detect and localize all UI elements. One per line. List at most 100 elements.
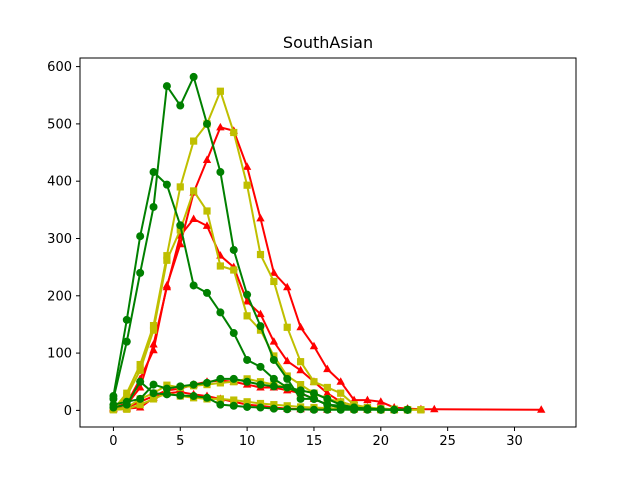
data-point-circle	[350, 405, 359, 414]
data-point-square	[323, 383, 331, 392]
y-tick-label: 500	[47, 117, 72, 132]
y-tick-label: 300	[47, 232, 72, 247]
data-point-square	[136, 401, 144, 409]
data-point-triangle	[269, 268, 279, 276]
data-point-triangle	[430, 404, 439, 413]
data-point-triangle	[283, 356, 292, 365]
data-point-circle	[149, 168, 158, 177]
data-point-square	[243, 312, 251, 320]
data-point-circle	[243, 355, 252, 364]
data-point-circle	[162, 82, 171, 91]
data-point-square	[270, 401, 278, 409]
data-point-circle	[256, 362, 265, 371]
data-point-circle	[176, 391, 185, 400]
data-point-triangle	[256, 309, 265, 318]
data-point-circle	[162, 390, 171, 399]
x-tick-label: 0	[109, 434, 117, 449]
data-point-square	[283, 323, 291, 331]
data-point-square	[310, 378, 318, 386]
data-point-square	[230, 396, 238, 404]
y-tick-label: 100	[47, 347, 72, 362]
data-point-triangle	[376, 397, 386, 405]
y-tick-label: 200	[47, 289, 72, 304]
data-point-square	[230, 266, 238, 274]
data-point-circle	[390, 405, 399, 414]
data-point-square	[216, 87, 224, 95]
data-point-triangle	[149, 339, 158, 348]
data-point-square	[149, 395, 158, 403]
data-point-circle	[109, 394, 118, 403]
data-point-triangle	[202, 221, 212, 229]
x-tick-label: 30	[506, 434, 523, 449]
data-point-circle	[243, 290, 252, 299]
data-point-circle	[403, 405, 412, 414]
data-point-circle	[283, 374, 292, 383]
data-point-circle	[189, 380, 198, 389]
data-point-circle	[336, 405, 345, 414]
data-point-circle	[149, 380, 158, 389]
data-point-circle	[203, 378, 212, 387]
data-point-triangle	[216, 122, 225, 131]
data-point-circle	[203, 119, 212, 128]
data-point-circle	[176, 221, 185, 230]
data-point-circle	[176, 382, 185, 391]
data-point-square	[176, 183, 184, 191]
data-point-square	[190, 187, 198, 195]
data-point-circle	[243, 402, 252, 411]
data-point-circle	[136, 268, 145, 277]
data-point-circle	[269, 355, 278, 364]
data-point-circle	[176, 101, 185, 110]
data-point-circle	[296, 386, 305, 395]
data-point-circle	[162, 384, 171, 393]
data-point-circle	[136, 377, 145, 386]
data-point-circle	[203, 288, 212, 297]
data-point-square	[163, 252, 171, 260]
data-point-square	[216, 395, 224, 403]
data-point-circle	[269, 374, 278, 383]
data-point-triangle	[256, 213, 265, 222]
x-tick-label: 20	[373, 434, 390, 449]
data-point-square	[256, 399, 265, 408]
data-point-circle	[216, 308, 225, 317]
series-group	[109, 72, 546, 414]
data-point-triangle	[363, 395, 372, 404]
data-point-square	[243, 181, 251, 189]
data-point-triangle	[135, 382, 145, 391]
y-tick-label: 0	[64, 404, 72, 419]
data-point-circle	[122, 315, 131, 324]
data-point-square	[123, 392, 131, 400]
data-point-square	[256, 326, 265, 334]
data-point-square	[337, 389, 345, 397]
data-point-triangle	[309, 341, 319, 350]
data-point-circle	[309, 394, 318, 403]
data-point-circle	[229, 374, 238, 383]
y-tick-label: 600	[47, 60, 72, 75]
data-point-circle	[323, 405, 332, 414]
data-point-circle	[149, 389, 158, 398]
data-point-triangle	[162, 282, 172, 291]
data-point-triangle	[336, 377, 345, 385]
data-point-square	[136, 360, 144, 369]
data-point-triangle	[296, 365, 305, 374]
data-point-triangle	[296, 322, 305, 331]
data-point-square	[270, 352, 278, 360]
data-point-circle	[283, 405, 292, 414]
data-point-square	[256, 250, 265, 259]
data-point-triangle	[283, 282, 292, 291]
data-point-circle	[189, 392, 198, 401]
data-point-square	[149, 326, 158, 334]
data-point-triangle	[189, 214, 198, 223]
data-point-circle	[189, 281, 198, 290]
plot-frame	[79, 57, 577, 428]
data-point-square	[243, 398, 251, 406]
data-point-square	[163, 256, 171, 264]
data-point-circle	[216, 374, 225, 383]
data-point-circle	[256, 322, 265, 331]
data-point-square	[136, 366, 144, 374]
data-point-circle	[376, 405, 385, 414]
data-point-square	[123, 405, 131, 413]
data-point-circle	[229, 245, 238, 254]
